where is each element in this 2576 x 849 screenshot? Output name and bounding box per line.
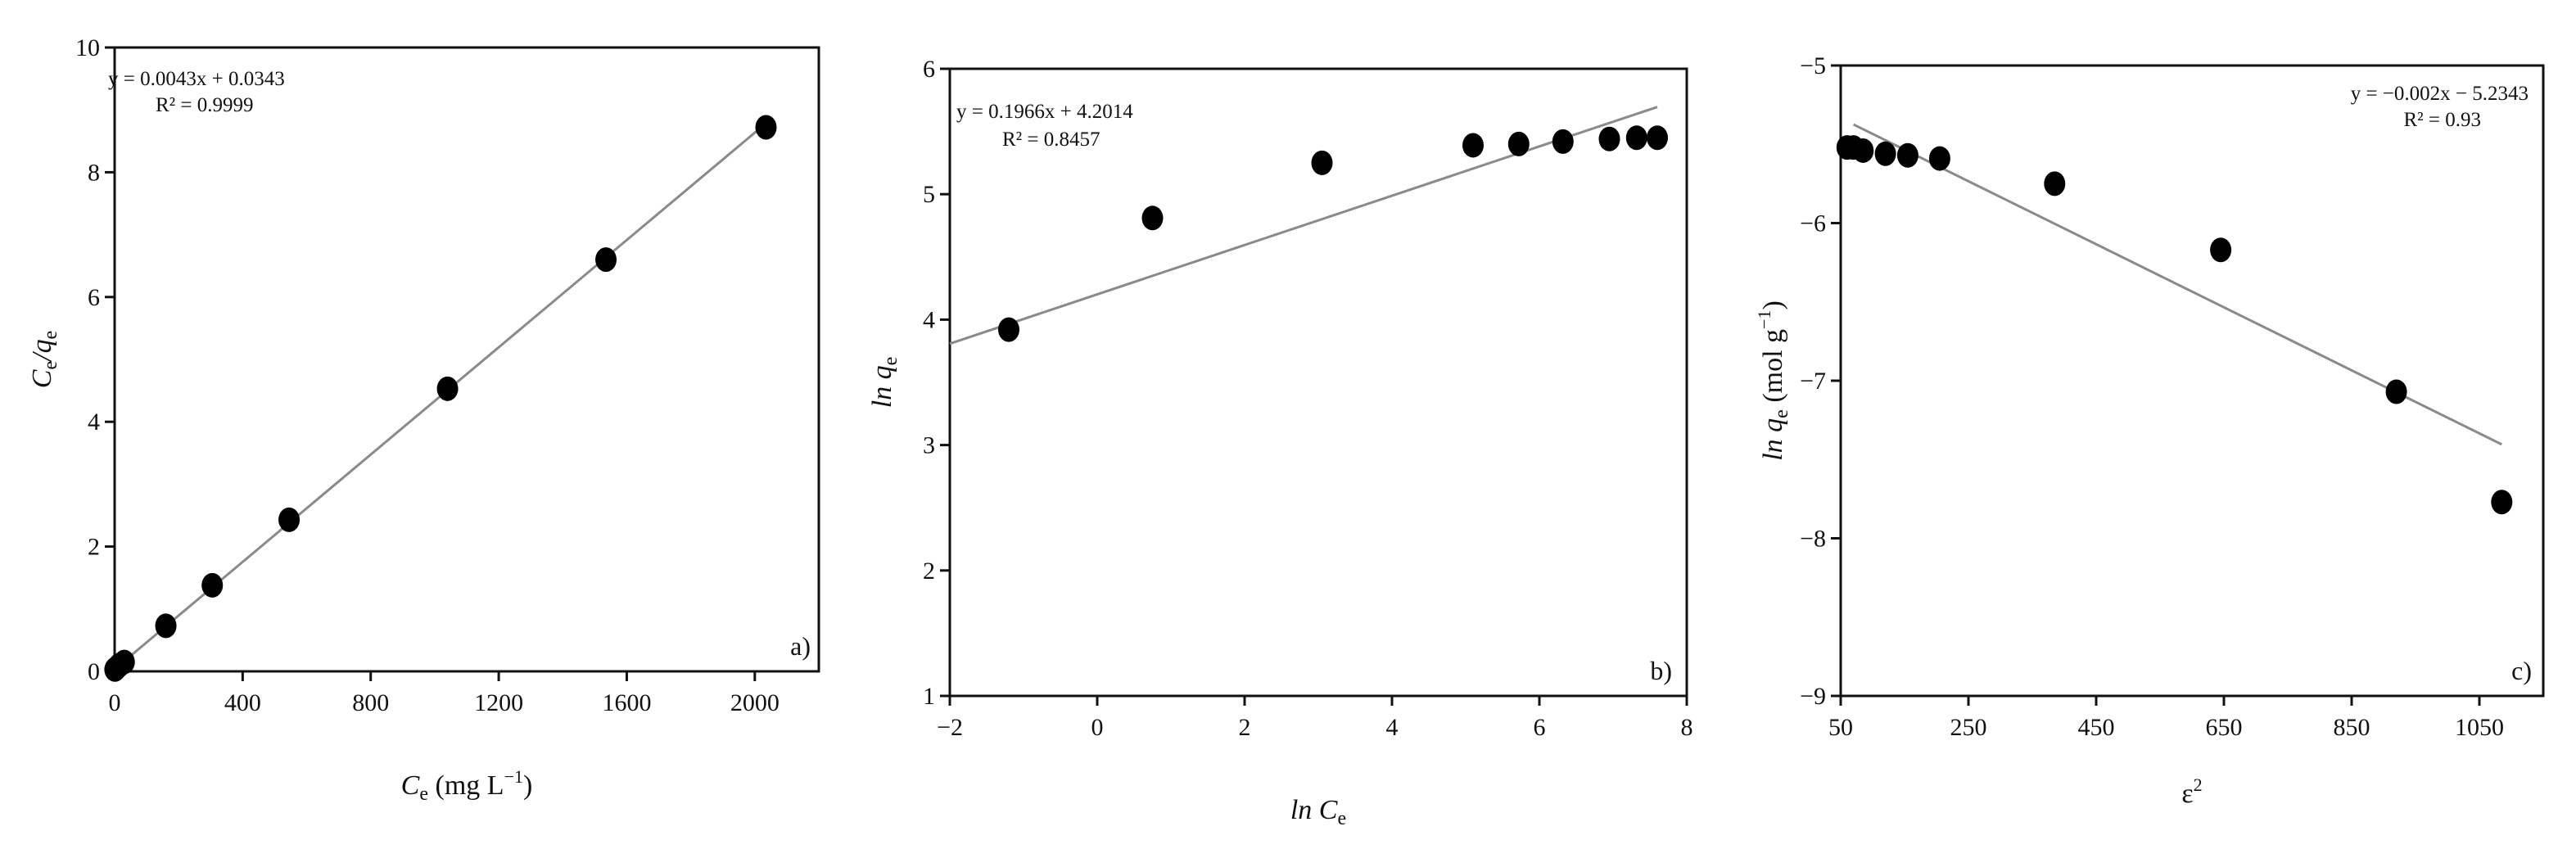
y-tick-label-0: 0 — [88, 658, 100, 685]
x-tick-label-1: 400 — [224, 689, 261, 716]
data-point-9 — [755, 115, 777, 140]
data-point-3 — [1874, 141, 1896, 166]
panel-tag: a) — [790, 631, 811, 661]
x-tick-label-4: 1600 — [602, 689, 651, 716]
x-tick-label-2: 450 — [2078, 714, 2115, 741]
x-tick-label-1: 0 — [1091, 714, 1104, 741]
data-point-9 — [2491, 490, 2513, 515]
data-point-8 — [1647, 125, 1668, 151]
x-axis-title: ln Ce — [1290, 795, 1346, 829]
chart-panel-c: 50 250 450 650 850 1050 −9 −8 −7 −6 −5 y = −0.002x… — [1754, 52, 2545, 809]
y-tick-label-5: 10 — [75, 34, 100, 61]
data-point-7 — [1625, 125, 1647, 151]
data-point-6 — [2044, 171, 2066, 196]
y-tick-label-0: −9 — [1800, 683, 1826, 710]
y-tick-label-0: 1 — [923, 683, 935, 710]
data-point-7 — [436, 376, 459, 401]
data-point-4 — [1896, 142, 1918, 168]
x-axis-title: ε2 — [2181, 774, 2202, 809]
data-point-2 — [1852, 138, 1874, 163]
data-point-8 — [595, 247, 617, 273]
x-tick-label-3: 4 — [1386, 714, 1399, 741]
data-point-3 — [1462, 133, 1484, 158]
x-tick-label-4: 850 — [2334, 714, 2370, 741]
x-tick-label-0: 50 — [1828, 714, 1853, 741]
x-tick-label-1: 250 — [1950, 714, 1987, 741]
x-tick-label-5: 8 — [1681, 714, 1693, 741]
chart-panel-b: −2 0 2 4 6 8 1 2 3 4 5 6 y = 0.1966x + 4.2014 R² = … — [867, 56, 1693, 829]
y-tick-label-1: −8 — [1800, 526, 1826, 553]
data-point-1 — [1141, 205, 1164, 231]
data-point-7 — [2210, 237, 2232, 263]
chart-panel-a: 0 400 800 1200 1600 2000 0 2 4 6 8 10 y = 0.0043x +… — [27, 34, 820, 805]
r-squared-label: R² = 0.93 — [2403, 109, 2481, 131]
x-tick-label-3: 650 — [2206, 714, 2243, 741]
x-tick-label-5: 2000 — [730, 689, 780, 716]
panel-tag: c) — [2511, 656, 2532, 685]
y-tick-label-1: 2 — [88, 534, 100, 561]
data-point-6 — [278, 507, 301, 532]
panel-tag: b) — [1650, 656, 1672, 685]
y-tick-label-4: −5 — [1800, 52, 1826, 79]
x-tick-label-5: 1050 — [2455, 714, 2504, 741]
y-tick-label-4: 8 — [88, 159, 100, 186]
data-point-5 — [201, 572, 224, 598]
r-squared-label: R² = 0.9999 — [156, 94, 254, 116]
x-tick-label-2: 2 — [1239, 714, 1251, 741]
y-tick-label-1: 2 — [923, 558, 935, 585]
x-tick-label-2: 800 — [352, 689, 389, 716]
y-tick-label-2: 4 — [88, 409, 100, 436]
y-tick-label-2: 3 — [923, 432, 935, 459]
data-point-4 — [155, 613, 177, 639]
trendline-equation: y = 0.1966x + 4.2014 — [956, 101, 1133, 123]
y-axis-title: ln qe — [867, 357, 902, 409]
x-tick-label-3: 1200 — [474, 689, 523, 716]
y-tick-label-3: 6 — [88, 284, 100, 311]
x-axis-title: Ce (mg L−1) — [401, 766, 533, 805]
trendline — [949, 106, 1658, 345]
y-tick-label-5: 6 — [923, 56, 935, 83]
y-axis-title: Ce/qe — [27, 331, 61, 388]
y-tick-label-3: 4 — [923, 306, 935, 333]
trendline-equation: y = −0.002x − 5.2343 — [2351, 83, 2529, 105]
y-tick-label-2: −7 — [1800, 368, 1826, 395]
data-point-4 — [1507, 131, 1530, 156]
y-axis-title: ln qe (mol g−1) — [1754, 300, 1792, 461]
data-point-5 — [1552, 129, 1574, 154]
data-point-5 — [1928, 146, 1950, 171]
x-tick-label-4: 6 — [1534, 714, 1546, 741]
data-point-3 — [113, 649, 135, 675]
data-point-2 — [1311, 150, 1333, 175]
y-tick-label-4: 5 — [923, 181, 935, 208]
plot-frame — [948, 67, 1688, 698]
x-tick-label-0: −2 — [937, 714, 963, 741]
r-squared-label: R² = 0.8457 — [1002, 129, 1100, 151]
data-point-6 — [1598, 126, 1620, 151]
data-point-0 — [998, 317, 1019, 342]
plot-frame — [113, 46, 820, 673]
data-point-8 — [2385, 379, 2407, 404]
trendline-equation: y = 0.0043x + 0.0343 — [108, 68, 285, 90]
x-tick-label-0: 0 — [109, 689, 121, 716]
y-tick-label-3: −6 — [1800, 210, 1826, 237]
